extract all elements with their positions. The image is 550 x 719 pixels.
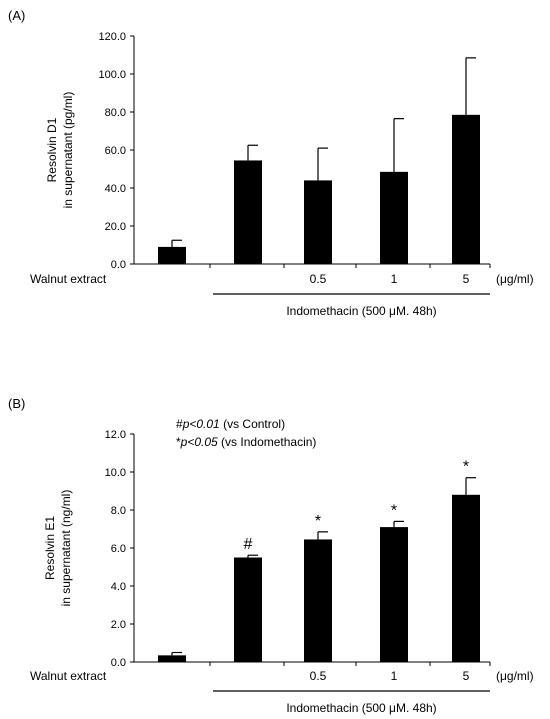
chart-a-bracket-label: Indomethacin (500 μM. 48h) bbox=[286, 304, 436, 318]
chart-b-bar bbox=[452, 494, 480, 662]
chart-a-unit-label: (μg/ml) bbox=[496, 272, 534, 286]
chart-a-y-tick-label: 100.0 bbox=[98, 69, 126, 81]
chart-b-y-axis-label: in supernatant (ng/ml) bbox=[59, 490, 73, 607]
chart-a-y-tick-label: 20.0 bbox=[105, 221, 126, 233]
chart-b-note-p-value: p<0.05 bbox=[180, 435, 218, 449]
chart-b-note-symbol: # bbox=[176, 417, 183, 431]
chart-b-category-label: 1 bbox=[391, 669, 398, 683]
chart-b-significance-marker: * bbox=[463, 459, 469, 476]
chart-b-category-label: 0.5 bbox=[310, 669, 327, 683]
chart-b-note-comparison: (vs Indomethacin) bbox=[218, 435, 317, 449]
chart-a-category-label: 1 bbox=[391, 272, 398, 286]
chart-b-note-symbol: * bbox=[176, 435, 181, 449]
chart-a-y-tick-label: 120.0 bbox=[98, 31, 126, 43]
chart-b-bar bbox=[234, 557, 262, 662]
chart-b-y-tick-label: 2.0 bbox=[111, 619, 126, 631]
chart-b-y-tick-label: 8.0 bbox=[111, 505, 126, 517]
chart-b-note-p-value: p<0.01 bbox=[182, 417, 220, 431]
chart-a-bar bbox=[234, 160, 262, 264]
chart-a-bar bbox=[380, 171, 408, 264]
chart-a-row-label: Walnut extract bbox=[30, 272, 107, 286]
chart-b-significance-note: #p<0.01 (vs Control) bbox=[176, 417, 285, 431]
chart-b-significance-marker: * bbox=[391, 502, 397, 519]
chart-b-bar bbox=[304, 539, 332, 662]
chart-b-y-tick-label: 6.0 bbox=[111, 543, 126, 555]
chart-b-y-axis-label: Resolvin E1 bbox=[43, 516, 57, 580]
chart-a-bar bbox=[452, 114, 480, 264]
chart-a-y-tick-label: 60.0 bbox=[105, 145, 126, 157]
chart-a-y-tick-label: 0.0 bbox=[111, 259, 126, 271]
chart-b-bracket-label: Indomethacin (500 μM. 48h) bbox=[286, 701, 436, 715]
chart-b-y-tick-label: 0.0 bbox=[111, 657, 126, 669]
chart-a-panel-label: (A) bbox=[8, 8, 25, 23]
chart-a-bar bbox=[304, 180, 332, 264]
chart-a-category-label: 5 bbox=[463, 272, 470, 286]
chart-b-bar bbox=[380, 527, 408, 662]
chart-a-y-tick-label: 40.0 bbox=[105, 183, 126, 195]
chart-a-bar bbox=[158, 246, 186, 264]
chart-b-category-label: 5 bbox=[463, 669, 470, 683]
chart-b-significance-marker: # bbox=[244, 536, 253, 553]
chart-a-y-axis-label: Resolvin D1 bbox=[45, 117, 59, 182]
chart-b-significance-note: *p<0.05 (vs Indomethacin) bbox=[176, 435, 316, 449]
chart-b-bar bbox=[158, 655, 186, 662]
chart-b-unit-label: (μg/ml) bbox=[496, 669, 534, 683]
chart-a-category-label: 0.5 bbox=[310, 272, 327, 286]
chart-a-y-tick-label: 80.0 bbox=[105, 107, 126, 119]
chart-b-note-comparison: (vs Control) bbox=[220, 417, 285, 431]
chart-a-y-axis-label: in supernatant (pg/ml) bbox=[61, 92, 75, 209]
chart-b-y-tick-label: 12.0 bbox=[105, 429, 126, 441]
chart-b-panel-label: (B) bbox=[8, 396, 25, 411]
chart-b-significance-marker: * bbox=[315, 513, 321, 530]
chart-b-y-tick-label: 4.0 bbox=[111, 581, 126, 593]
chart-b-y-tick-label: 10.0 bbox=[105, 467, 126, 479]
chart-b-row-label: Walnut extract bbox=[30, 669, 107, 683]
